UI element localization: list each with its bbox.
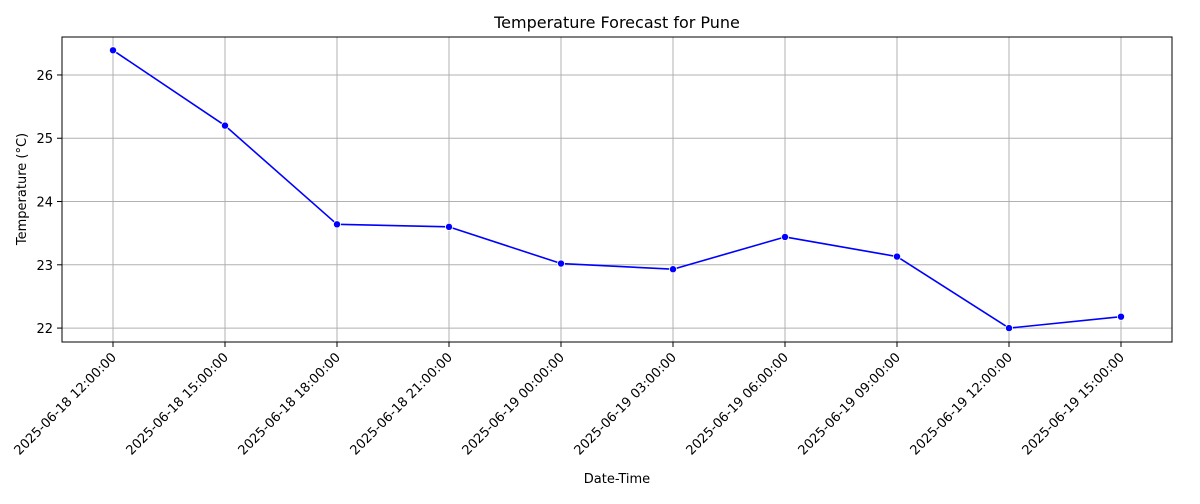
data-point (557, 259, 566, 268)
y-tick-label: 26 (36, 69, 53, 84)
y-tick-label: 25 (36, 132, 53, 147)
grid (62, 37, 1172, 342)
series-line (112, 49, 1122, 329)
y-axis-label: Temperature (°C) (15, 133, 30, 246)
chart-title: Temperature Forecast for Pune (493, 13, 740, 32)
data-point (669, 265, 678, 274)
y-axis: 22 23 24 25 26 (36, 69, 62, 337)
data-point (893, 252, 902, 261)
y-tick-label: 23 (36, 259, 53, 274)
data-point (1117, 312, 1126, 321)
data-point (1005, 324, 1014, 333)
data-point (109, 46, 118, 55)
x-axis-label: Date-Time (584, 472, 650, 487)
data-point (444, 222, 453, 231)
data-point (220, 121, 229, 130)
data-point (332, 220, 341, 229)
plot-area (61, 36, 1173, 343)
data-point (781, 232, 790, 241)
y-tick-label: 22 (36, 322, 53, 337)
series (109, 46, 1126, 333)
y-tick-label: 24 (36, 196, 53, 211)
